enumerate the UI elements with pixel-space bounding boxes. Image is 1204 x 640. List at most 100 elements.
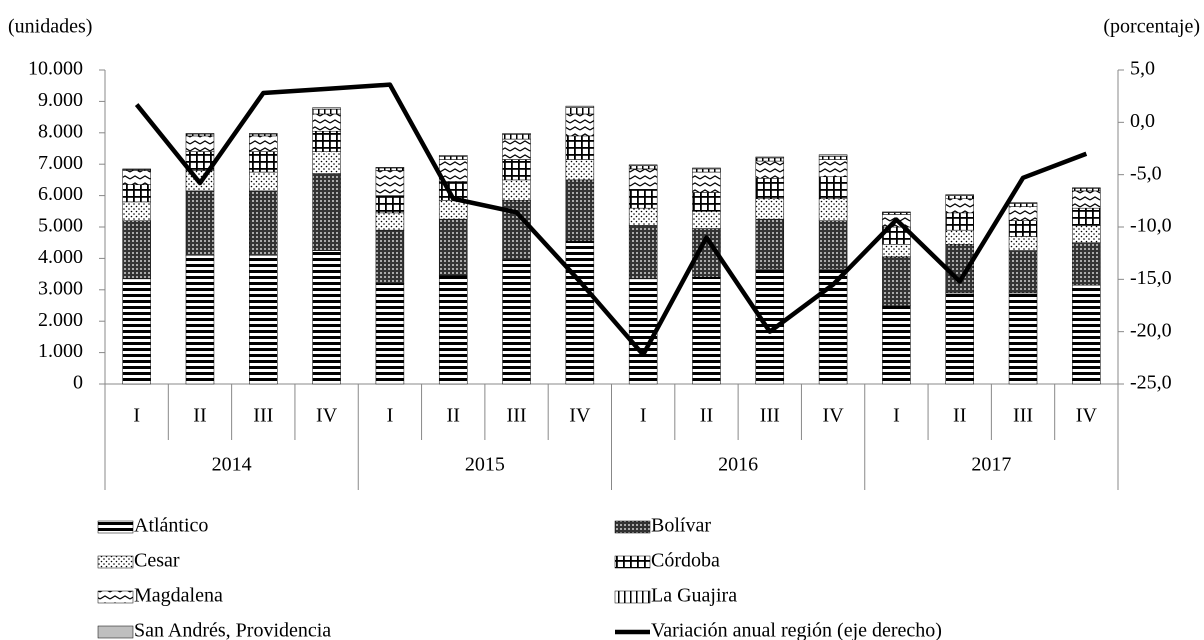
y2-tick-label: 0,0 (1130, 110, 1155, 132)
bar-segment (692, 168, 721, 173)
bar-segment (818, 176, 848, 199)
bar-segment (565, 179, 595, 242)
bar-segment (628, 278, 658, 385)
bar-segment (755, 157, 785, 162)
bar-segment (945, 195, 974, 199)
bar-segment (122, 201, 151, 221)
legend-label: Bolívar (651, 515, 711, 537)
y2-axis-label: (porcentaje) (1103, 16, 1200, 38)
legend-swatch (97, 555, 134, 569)
bar-segment (882, 244, 911, 258)
y-axis-label: (unidades) (8, 16, 92, 38)
legend-swatch (614, 590, 651, 604)
bar-segment (945, 292, 974, 385)
x-tick-label: IV (823, 405, 845, 427)
bar-segment (249, 151, 278, 173)
bar-segment (312, 113, 341, 132)
bar-segment (249, 133, 278, 135)
y2-tick-label: -15,0 (1130, 267, 1172, 289)
bar-segment (249, 135, 278, 152)
x-tick-label: III (760, 405, 780, 427)
bar-segment (818, 159, 848, 178)
bar-segment (692, 171, 721, 193)
bar-segment (375, 195, 405, 214)
bar-segment (565, 107, 595, 115)
bar-segment (882, 256, 911, 306)
legend-swatch (97, 520, 134, 534)
y-tick-label: 2.000 (38, 309, 83, 331)
bar-segment (122, 220, 151, 280)
legend-swatch (614, 555, 651, 569)
legend-swatch (614, 520, 651, 534)
bar-segment (185, 255, 215, 385)
bar-segment (1008, 203, 1038, 207)
bar-segment (1008, 202, 1038, 204)
bar-segment (1072, 225, 1101, 243)
bar-segment (1008, 250, 1038, 294)
bar-segment (755, 198, 785, 220)
bar-segment (818, 156, 848, 160)
bar-segment (1072, 188, 1101, 192)
bar-segment (945, 229, 974, 245)
bar-segment (755, 160, 785, 179)
bar-segment (502, 134, 531, 140)
bar-segment (375, 283, 405, 385)
bar-segment (438, 218, 468, 276)
bar-segment (628, 165, 658, 170)
bar-segment (818, 269, 848, 385)
y-tick-label: 4.000 (38, 246, 83, 268)
bar-segment (882, 305, 911, 385)
legend-swatch (97, 625, 134, 639)
bar-segment (1072, 207, 1101, 226)
legend-label: Atlántico (134, 515, 208, 537)
legend-label: Córdoba (651, 550, 720, 572)
bar-segment (249, 255, 278, 385)
x-tick-label: I (893, 405, 900, 427)
bar-segment (628, 189, 658, 209)
bar-segment (818, 154, 848, 157)
y-tick-label: 6.000 (38, 183, 83, 205)
bar-segment (945, 194, 974, 196)
bar-segment (1072, 190, 1101, 209)
bar-segment (1072, 242, 1101, 286)
y-tick-label: 0 (73, 372, 83, 394)
bar-segment (185, 135, 215, 152)
y-tick-label: 3.000 (38, 277, 83, 299)
bar-segment (755, 178, 785, 199)
bar-segment (122, 278, 151, 385)
bar-segment (438, 155, 468, 157)
bar-segment (1008, 292, 1038, 385)
bar-segment (249, 190, 278, 256)
bar-segment (628, 168, 658, 190)
bar-segment (185, 133, 215, 137)
bar-segment (249, 133, 278, 137)
group-label: 2017 (971, 454, 1011, 476)
bar-segment (122, 170, 151, 185)
bar-segment (438, 275, 468, 385)
bar-segment (122, 168, 151, 170)
bar-segment (249, 171, 278, 192)
bar-segment (312, 250, 341, 385)
bar-segment (502, 138, 531, 160)
x-tick-label: II (953, 405, 966, 427)
line (134, 82, 1088, 357)
x-tick-label: III (1013, 405, 1033, 427)
y-tick-label: 8.000 (38, 120, 83, 142)
bar-segment (628, 225, 658, 280)
bar-segment (438, 156, 468, 160)
x-tick-label: II (193, 405, 206, 427)
bar-segment (692, 211, 721, 229)
bar-segment (312, 130, 341, 152)
bar-segment (692, 276, 721, 385)
bar-segment (312, 107, 341, 110)
bar-segment (565, 105, 595, 108)
legend-label: Magdalena (134, 585, 223, 607)
legend-label: San Andrés, Providencia (134, 620, 331, 640)
x-tick-label: I (133, 405, 140, 427)
legend-label: Variación anual región (eje derecho) (651, 620, 942, 640)
group-label: 2015 (465, 454, 505, 476)
x-tick-label: I (387, 405, 394, 427)
y-tick-label: 10.000 (28, 58, 83, 80)
bar-segment (692, 167, 721, 170)
bar-segment (502, 179, 531, 201)
